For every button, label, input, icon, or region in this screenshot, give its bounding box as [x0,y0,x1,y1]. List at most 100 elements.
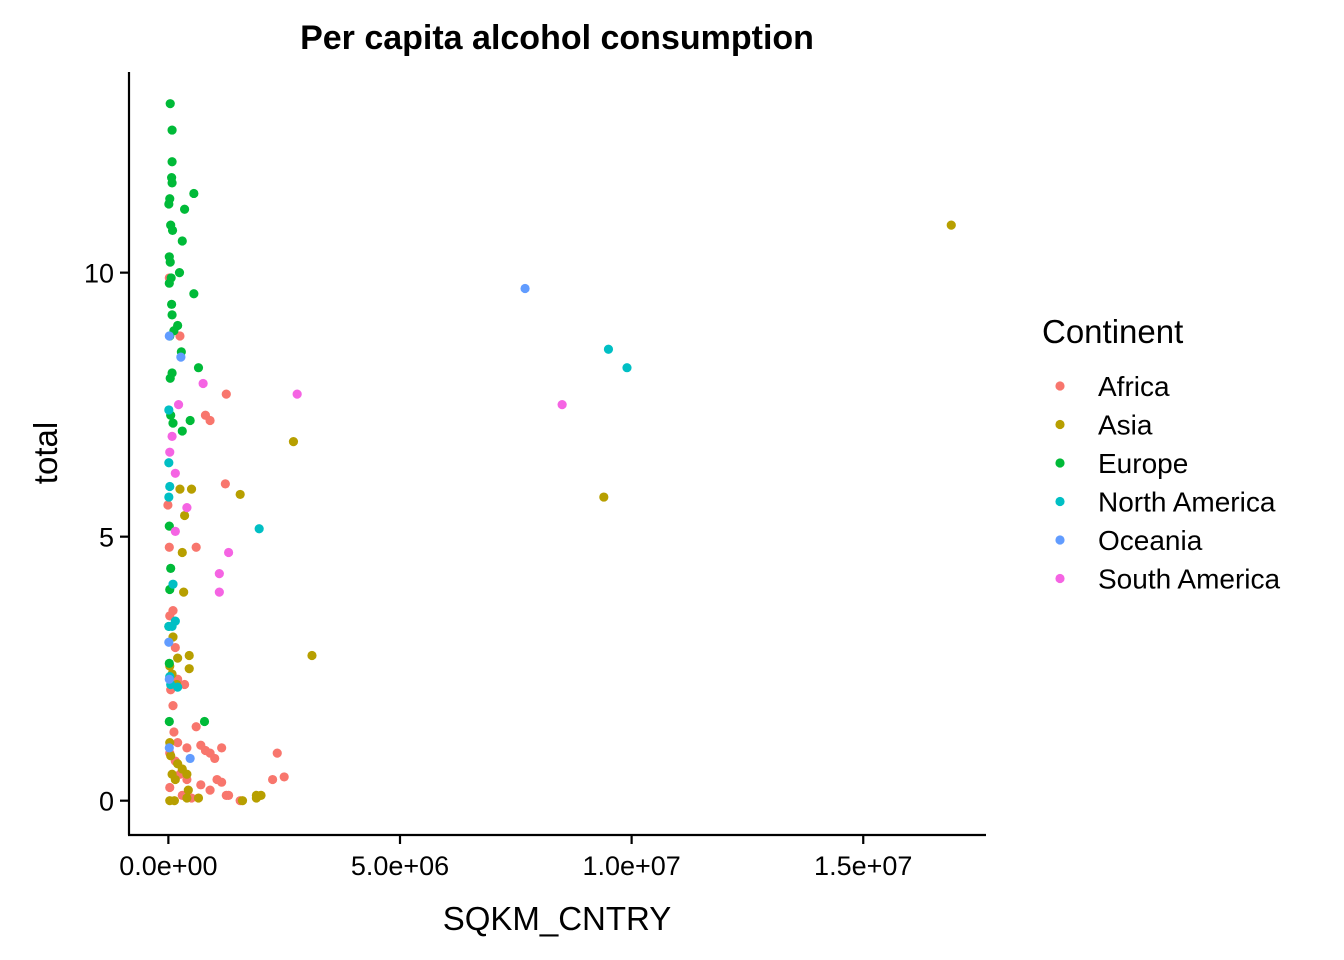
data-point-oceania [164,743,174,753]
data-point-asia [177,547,187,558]
data-point-oceania [164,331,174,341]
data-point-asia [288,437,299,447]
data-point-europe [179,204,190,214]
data-point-africa [279,772,289,782]
data-point-africa [170,642,180,653]
data-point-asia [179,510,190,521]
data-point-africa [169,727,179,737]
data-point-asia [173,653,183,663]
data-point-africa [179,679,190,690]
data-point-europe [166,563,176,573]
data-point-europe [189,188,199,199]
data-point-south-america [165,447,175,457]
data-point-south-america [173,400,184,410]
data-point-europe [177,426,187,436]
chart-title: Per capita alcohol consumption [300,19,814,57]
data-point-europe [165,257,175,267]
data-point-europe [199,716,210,727]
legend-key [1055,496,1065,507]
data-point-europe [193,363,204,373]
data-point-africa [223,790,234,800]
x-tick-label: 1.5e+07 [814,851,912,881]
data-point-europe [164,716,174,727]
legend: Continent Africa Asia Europe North America O… [1042,313,1281,595]
y-tick-label: 0 [99,787,114,817]
data-point-north-america [164,458,174,468]
data-point-south-america [557,400,567,410]
data-point-north-america [164,405,174,415]
data-point-asia [169,796,179,806]
data-point-asia [946,220,956,230]
data-point-south-america [182,503,192,513]
data-point-asia [182,769,192,779]
data-points [163,99,956,806]
data-point-africa [272,748,282,758]
data-point-oceania [520,283,530,294]
data-point-north-america [164,621,174,632]
data-point-asia [184,650,194,661]
data-point-europe [185,415,195,426]
legend-key [1055,419,1065,430]
data-point-asia [179,587,189,597]
data-point-africa [191,542,201,552]
data-point-south-america [223,547,234,558]
data-point-europe [177,236,187,246]
data-point-africa [175,331,185,341]
y-axis-title: total [27,422,64,484]
data-point-europe [167,157,177,167]
data-point-europe [164,521,174,531]
data-point-south-america [167,431,177,441]
x-tick-label: 0.0e+00 [119,851,217,881]
x-tick-label: 1.0e+07 [582,851,680,881]
data-point-oceania [176,352,186,362]
y-tick-label: 5 [99,523,114,553]
data-point-africa [165,782,175,793]
data-point-africa [268,774,278,785]
data-point-africa [164,542,174,552]
data-point-asia [251,790,261,800]
x-axis-title: SQKM_CNTRY [443,900,672,937]
legend-label: Africa [1098,371,1170,402]
data-point-europe [167,178,177,188]
data-point-africa [168,605,178,616]
data-point-asia [193,793,204,803]
data-point-south-america [170,526,180,536]
data-point-europe [174,268,185,278]
plot-panel: 0.0e+00 5.0e+06 1.0e+07 1.5e+07 0 5 10 [84,72,986,881]
data-point-europe [165,373,175,383]
legend-key [1055,573,1065,584]
data-point-asia [167,769,177,779]
y-tick-label: 10 [84,259,114,289]
data-point-asia [182,793,192,803]
y-axis-ticks: 0 5 10 [84,259,129,817]
data-point-europe [189,289,199,299]
data-point-asia [235,489,245,500]
data-point-europe [167,299,177,309]
data-point-asia [166,751,176,761]
legend-label: Europe [1098,448,1188,479]
data-point-south-america [198,378,208,389]
data-point-north-america [603,344,614,354]
legend-label: North America [1098,487,1276,518]
data-point-europe [164,658,174,668]
data-point-europe [165,99,175,109]
data-point-oceania [185,753,195,764]
x-tick-label: 5.0e+06 [351,851,449,881]
data-point-north-america [173,682,183,692]
data-point-asia [599,492,609,502]
data-point-south-america [214,569,224,579]
data-point-asia [186,484,197,494]
data-point-europe [167,310,177,320]
legend-label: South America [1098,564,1281,595]
data-point-africa [168,701,178,711]
data-point-north-america [254,524,264,534]
data-point-africa [196,780,206,790]
data-point-south-america [214,587,224,597]
legend-key [1055,535,1065,545]
data-point-africa [182,743,192,753]
data-point-europe [167,225,178,236]
data-point-africa [163,500,173,510]
legend-key [1055,381,1065,391]
data-point-north-america [165,481,175,492]
